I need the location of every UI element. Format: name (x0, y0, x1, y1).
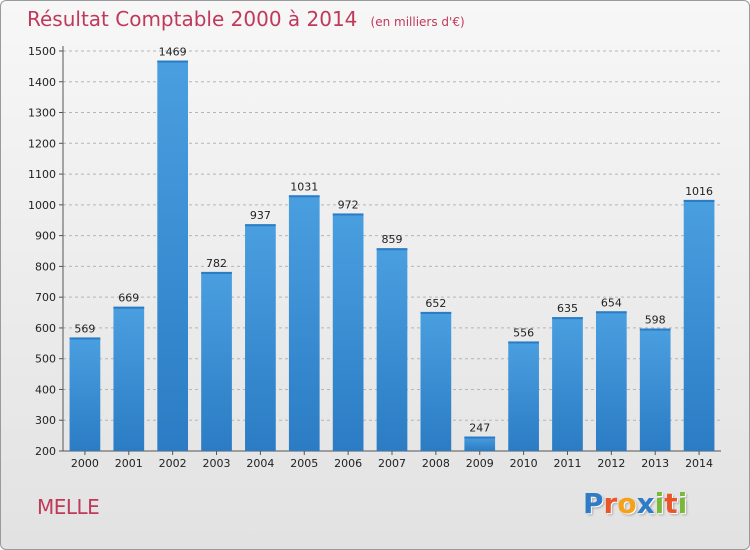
x-tick-label: 2010 (510, 457, 538, 470)
bar (420, 311, 452, 451)
data-label: 556 (513, 326, 534, 339)
y-tick-label: 200 (35, 445, 56, 458)
bar (157, 60, 189, 452)
logo-letter: i (677, 487, 688, 520)
data-label: 635 (557, 302, 578, 315)
bar-top-edge (69, 337, 101, 340)
bar (595, 311, 627, 451)
data-label: 569 (74, 322, 95, 335)
x-tick-label: 2000 (71, 457, 99, 470)
bar-top-edge (157, 60, 189, 63)
data-label: 247 (469, 422, 490, 435)
bar-top-edge (288, 195, 320, 198)
bar (69, 337, 101, 451)
data-label: 1031 (290, 180, 318, 193)
x-tick-label: 2005 (290, 457, 318, 470)
y-tick-label: 400 (35, 383, 56, 396)
bar (332, 213, 364, 451)
data-label: 972 (338, 198, 359, 211)
bar-top-edge (683, 199, 715, 202)
bar-top-edge (508, 341, 539, 344)
y-tick-label: 800 (35, 260, 56, 273)
bar-top-edge (595, 311, 627, 314)
logo-letter: i (654, 487, 665, 520)
y-tick-label: 1400 (28, 76, 56, 89)
bar (639, 328, 671, 451)
chart-title-block: Résultat Comptable 2000 à 2014 (en milli… (27, 7, 465, 31)
x-tick-label: 2002 (159, 457, 187, 470)
x-tick-label: 2013 (641, 457, 669, 470)
bar (113, 306, 145, 451)
y-tick-label: 1000 (28, 199, 56, 212)
y-tick-label: 1500 (28, 45, 56, 58)
bar (288, 195, 320, 451)
y-tick-label: 500 (35, 353, 56, 366)
bar (245, 224, 276, 451)
data-label: 859 (382, 233, 403, 246)
data-label: 652 (425, 297, 446, 310)
bar (508, 341, 539, 451)
bar-top-edge (639, 328, 671, 331)
bar-top-edge (245, 224, 276, 227)
chart-title: Résultat Comptable 2000 à 2014 (27, 7, 358, 31)
logo-letter: r (603, 487, 618, 520)
data-label: 654 (601, 296, 622, 309)
x-tick-label: 2009 (466, 457, 494, 470)
chart-subtitle: (en milliers d'€) (370, 15, 465, 29)
bar (552, 317, 583, 451)
bar-top-edge (552, 317, 583, 320)
data-label: 598 (645, 314, 666, 327)
data-label: 1016 (685, 185, 713, 198)
bar-top-edge (420, 311, 452, 314)
y-tick-label: 300 (35, 414, 56, 427)
bar (683, 199, 715, 451)
logo-letter: t (664, 487, 678, 520)
bar-top-edge (332, 213, 364, 216)
y-tick-label: 1200 (28, 137, 56, 150)
y-tick-label: 900 (35, 230, 56, 243)
logo-letter: o (617, 487, 637, 520)
place-name: MELLE (37, 495, 100, 519)
x-tick-label: 2014 (685, 457, 713, 470)
bar-top-edge (464, 436, 496, 439)
bar-top-edge (376, 248, 408, 251)
x-tick-label: 2011 (553, 457, 581, 470)
bar (464, 436, 496, 451)
bar-top-edge (113, 306, 145, 309)
x-tick-label: 2004 (246, 457, 274, 470)
proxiti-logo: Proxiti (583, 487, 687, 520)
bar (201, 271, 232, 451)
logo-letter: x (636, 487, 655, 520)
y-tick-label: 1300 (28, 107, 56, 120)
x-tick-label: 2008 (422, 457, 450, 470)
bar-top-edge (201, 271, 232, 274)
y-tick-label: 1100 (28, 168, 56, 181)
data-label: 937 (250, 209, 271, 222)
x-tick-label: 2007 (378, 457, 406, 470)
x-tick-label: 2012 (597, 457, 625, 470)
data-label: 1469 (159, 46, 187, 59)
data-label: 669 (118, 292, 139, 305)
y-tick-label: 600 (35, 322, 56, 335)
x-tick-label: 2003 (203, 457, 231, 470)
y-tick-label: 700 (35, 291, 56, 304)
x-tick-label: 2006 (334, 457, 362, 470)
bar (376, 248, 408, 451)
data-label: 782 (206, 257, 227, 270)
x-tick-label: 2001 (115, 457, 143, 470)
logo-letter: P (583, 487, 604, 520)
